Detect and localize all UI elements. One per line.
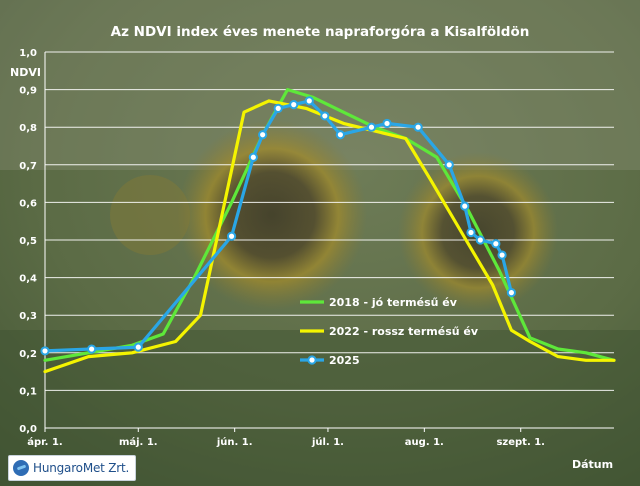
data-point — [289, 100, 299, 110]
y-tick-label: 0,2 — [19, 349, 37, 360]
y-tick-label: 0,3 — [19, 311, 37, 322]
data-point — [40, 346, 50, 356]
data-point — [273, 103, 283, 114]
x-axis-label: Dátum — [572, 458, 613, 471]
x-axis-ticks: ápr. 1. máj. 1. jún. 1. júl. 1. aug. 1. szept… — [27, 428, 545, 448]
hungaromet-logo: HungaroMet Zrt. — [8, 455, 137, 481]
data-point — [258, 130, 268, 140]
y-tick-label: 0,7 — [19, 161, 37, 172]
data-point — [320, 111, 330, 121]
legend-label: 2018 - jó termésű év — [329, 296, 458, 309]
y-tick-label: 0,5 — [19, 236, 37, 247]
data-point — [335, 130, 345, 140]
data-point — [87, 344, 97, 354]
y-tick-label: 0,8 — [19, 123, 37, 134]
legend: 2018 - jó termésű év 2022 - rossz termésű… — [300, 296, 479, 367]
y-tick-label: 1,0 — [19, 48, 37, 59]
data-point — [497, 250, 507, 260]
x-tick-label: ápr. 1. — [27, 436, 62, 448]
y-tick-label: 0,6 — [19, 198, 37, 209]
series-line-2 — [43, 99, 616, 374]
legend-marker — [307, 355, 317, 365]
series-line-1 — [43, 88, 616, 362]
logo-text: HungaroMet Zrt. — [33, 461, 130, 475]
x-tick-label: júl. 1. — [311, 436, 344, 448]
data-series — [40, 88, 616, 374]
data-point — [382, 118, 392, 129]
data-point — [475, 235, 485, 245]
legend-label: 2022 - rossz termésű év — [329, 325, 479, 338]
chart-title: Az NDVI index éves menete napraforgóra a… — [111, 24, 530, 40]
x-tick-label: jún. 1. — [216, 436, 253, 448]
sunflower-decoration — [177, 120, 367, 310]
x-tick-label: máj. 1. — [119, 436, 158, 448]
data-point — [413, 122, 423, 132]
x-tick-label: szept. 1. — [496, 437, 545, 448]
data-point — [226, 231, 237, 241]
data-point — [466, 227, 476, 238]
y-tick-label: 0,4 — [19, 274, 37, 285]
x-tick-label: aug. 1. — [405, 437, 444, 448]
data-point — [506, 288, 516, 298]
y-tick-label: 0,1 — [19, 386, 37, 397]
y-axis-ticks: 0,0 0,1 0,2 0,3 0,4 0,5 0,6 0,7 0,8 0,9 1,0 — [19, 48, 37, 435]
data-point — [460, 201, 470, 211]
data-point — [133, 342, 143, 352]
y-axis-label: NDVI — [10, 66, 41, 79]
data-point — [248, 152, 258, 162]
data-point — [491, 239, 501, 249]
data-point — [304, 96, 314, 106]
y-tick-label: 0,9 — [19, 86, 37, 97]
sunflower-decoration — [110, 175, 190, 255]
y-tick-label: 0,0 — [19, 424, 37, 435]
hungaromet-logo-icon — [13, 460, 29, 476]
legend-label: 2025 — [329, 354, 360, 367]
data-point — [444, 160, 454, 170]
data-point — [366, 122, 377, 132]
